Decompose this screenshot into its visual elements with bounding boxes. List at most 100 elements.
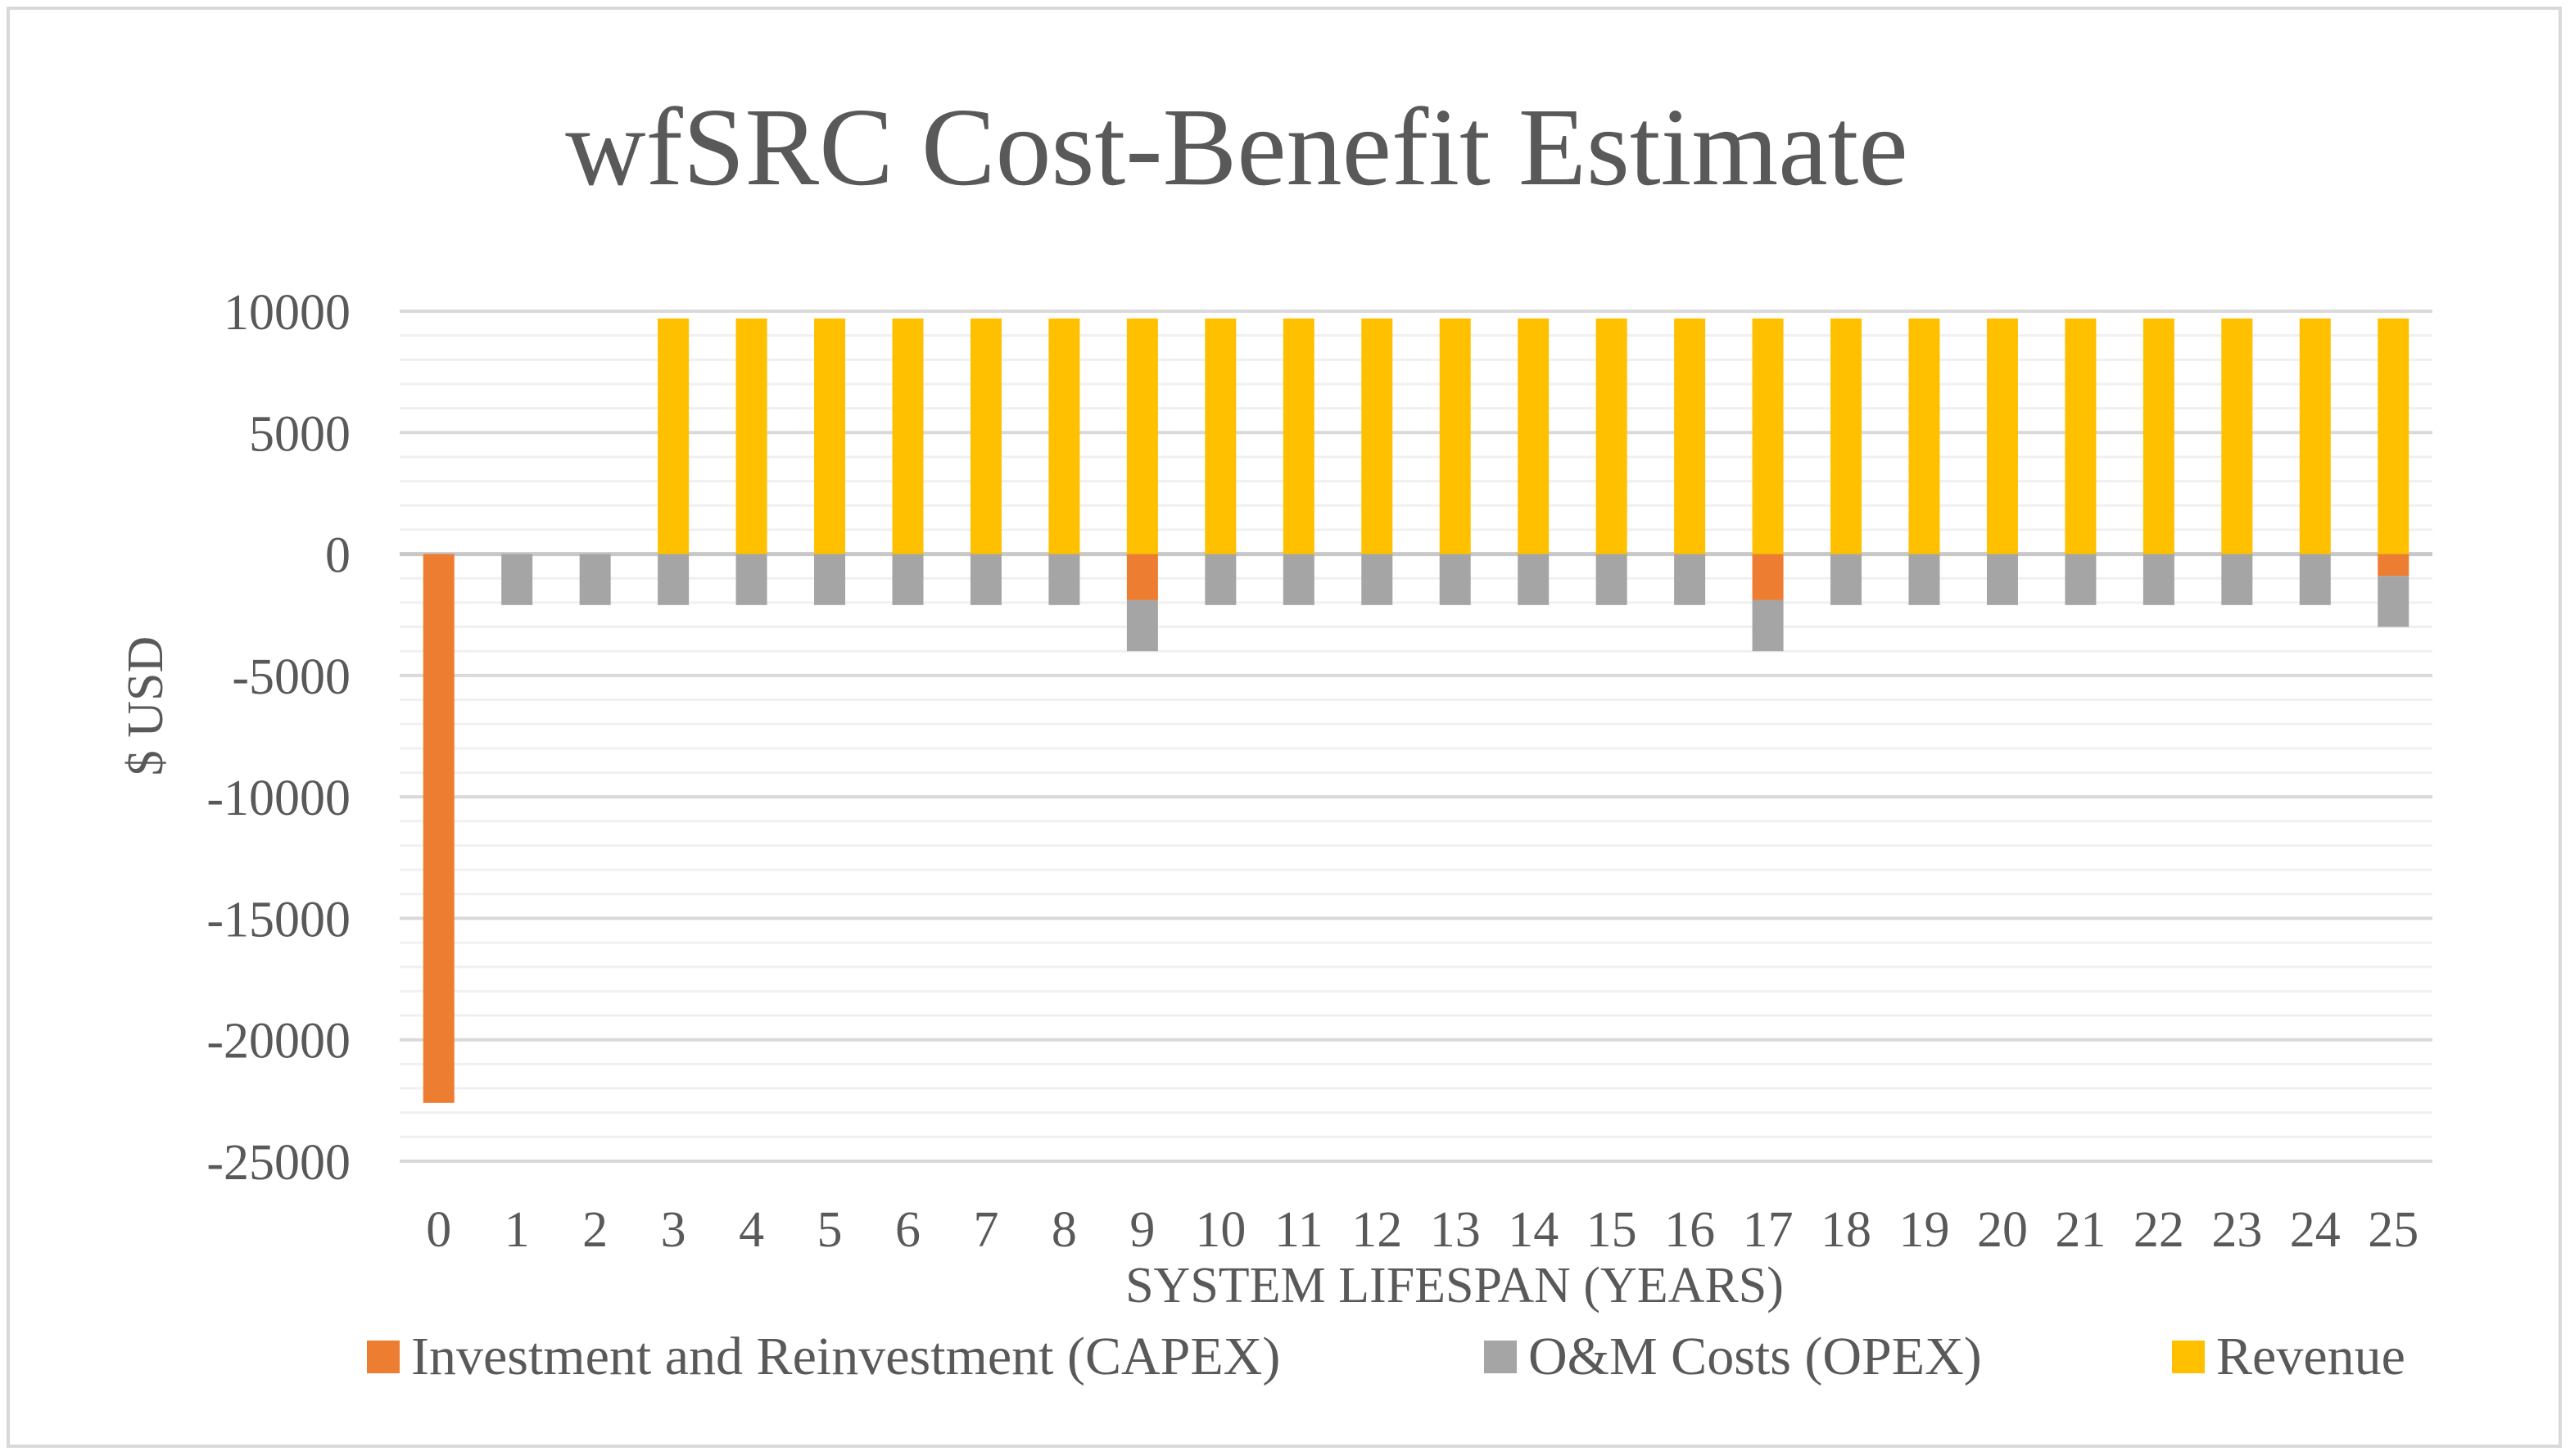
bar — [970, 318, 1002, 554]
x-tick-label: 15 — [1586, 1202, 1637, 1258]
x-tick-label: 2 — [582, 1202, 608, 1258]
legend-label: Revenue — [2216, 1327, 2405, 1386]
bar — [1048, 318, 1080, 554]
bar — [1830, 318, 1862, 554]
major-gridlines — [400, 310, 2432, 1163]
bar — [2378, 318, 2409, 554]
x-tick-label: 17 — [1743, 1202, 1794, 1258]
bar — [1752, 599, 1784, 652]
bar — [1439, 554, 1471, 605]
y-tick-label: -25000 — [206, 1135, 351, 1191]
x-tick-label: 12 — [1351, 1202, 1402, 1258]
bar — [2378, 554, 2409, 577]
y-tick-label: -10000 — [206, 771, 351, 826]
legend: Investment and Reinvestment (CAPEX) O&M C… — [367, 1327, 2405, 1386]
bar — [814, 318, 846, 554]
x-axis-ticks: 0 1 2 3 4 5 6 7 8 9 10 11 12 13 14 15 16 17 18 19 20 21 22 23 24… — [426, 1202, 2418, 1258]
bar — [2299, 554, 2331, 605]
x-tick-label: 0 — [426, 1202, 451, 1258]
bars — [423, 318, 2409, 1103]
legend-swatch — [1484, 1341, 1517, 1373]
x-tick-label: 19 — [1899, 1202, 1950, 1258]
x-tick-label: 21 — [2055, 1202, 2106, 1258]
bar — [1126, 599, 1158, 652]
bar — [1283, 318, 1314, 554]
bar — [501, 554, 533, 605]
bar — [2221, 318, 2253, 554]
bar — [1986, 318, 2018, 554]
minor-gridlines — [400, 334, 2432, 1138]
x-tick-label: 8 — [1052, 1202, 1077, 1258]
bar — [1518, 318, 1550, 554]
bar — [892, 554, 924, 605]
y-tick-label: 0 — [325, 528, 351, 584]
bar — [1595, 318, 1627, 554]
y-axis-ticks: 10000 5000 0 -5000 -10000 -15000 -20000 -25000 — [206, 285, 351, 1191]
bar — [735, 318, 767, 554]
y-tick-label: -5000 — [232, 649, 351, 705]
y-tick-label: 10000 — [224, 285, 351, 341]
bar — [1439, 318, 1471, 554]
x-tick-label: 22 — [2133, 1202, 2184, 1258]
bar — [1361, 318, 1393, 554]
y-axis-label: $ USD — [118, 636, 174, 776]
bar — [1518, 554, 1550, 605]
bar — [1986, 554, 2018, 605]
chart-title: wfSRC Cost-Benefit Estimate — [565, 86, 1907, 209]
bar — [1752, 554, 1784, 600]
y-tick-label: -20000 — [206, 1014, 351, 1069]
x-tick-label: 5 — [817, 1202, 843, 1258]
bar — [1283, 554, 1314, 605]
bar — [1361, 554, 1393, 605]
x-tick-label: 13 — [1430, 1202, 1481, 1258]
x-tick-label: 3 — [661, 1202, 686, 1258]
bar — [1048, 554, 1080, 605]
legend-swatch — [2172, 1341, 2205, 1373]
x-tick-label: 25 — [2368, 1202, 2418, 1258]
bar — [2065, 318, 2097, 554]
x-tick-label: 24 — [2290, 1202, 2341, 1258]
legend-label: O&M Costs (OPEX) — [1528, 1327, 1982, 1386]
bar — [1830, 554, 1862, 605]
bar — [735, 554, 767, 605]
x-tick-label: 6 — [895, 1202, 921, 1258]
x-tick-label: 7 — [973, 1202, 998, 1258]
x-tick-label: 18 — [1821, 1202, 1871, 1258]
x-axis-label: SYSTEM LIFESPAN (YEARS) — [1125, 1258, 1784, 1314]
bar — [970, 554, 1002, 605]
bar — [892, 318, 924, 554]
bar — [814, 554, 846, 605]
bar — [2299, 318, 2331, 554]
legend-label: Investment and Reinvestment (CAPEX) — [411, 1327, 1280, 1386]
bar — [2378, 576, 2409, 627]
bar — [423, 554, 455, 1103]
x-tick-label: 4 — [739, 1202, 764, 1258]
x-tick-label: 1 — [504, 1202, 530, 1258]
x-tick-label: 14 — [1508, 1202, 1559, 1258]
bar — [1126, 554, 1158, 600]
bar — [1908, 554, 1940, 605]
bar — [1126, 318, 1158, 554]
x-tick-label: 20 — [1977, 1202, 2028, 1258]
bar — [579, 554, 611, 605]
bar — [1205, 318, 1237, 554]
bar — [1674, 318, 1706, 554]
y-tick-label: 5000 — [249, 406, 351, 462]
y-tick-label: -15000 — [206, 892, 351, 947]
bar — [2221, 554, 2253, 605]
bar — [1205, 554, 1237, 605]
bar — [1908, 318, 1940, 554]
bar — [1674, 554, 1706, 605]
bar — [1595, 554, 1627, 605]
bar — [2065, 554, 2097, 605]
x-tick-label: 9 — [1129, 1202, 1155, 1258]
x-tick-label: 10 — [1195, 1202, 1246, 1258]
bar — [2142, 554, 2174, 605]
x-tick-label: 11 — [1274, 1202, 1323, 1258]
bar — [2142, 318, 2174, 554]
bar — [658, 554, 690, 605]
x-tick-label: 16 — [1664, 1202, 1715, 1258]
bar — [658, 318, 690, 554]
x-tick-label: 23 — [2211, 1202, 2262, 1258]
